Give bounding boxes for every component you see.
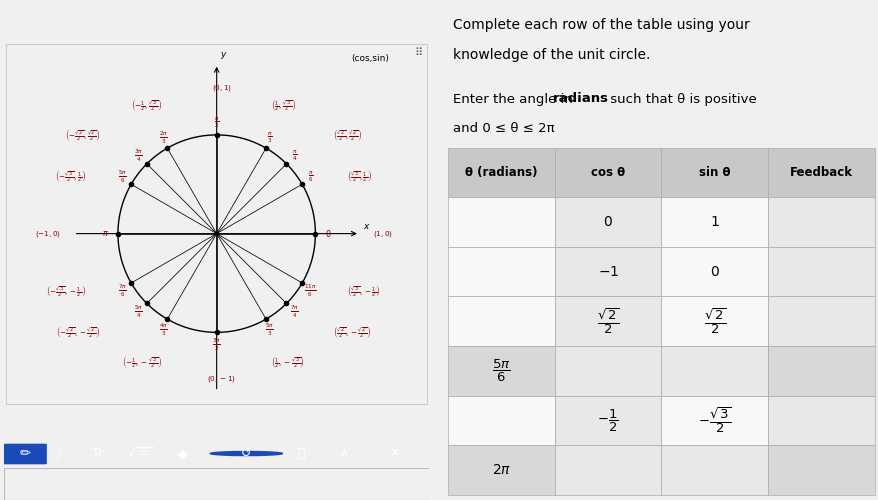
Bar [661,247,767,296]
Text: $\frac{3\pi}{4}$: $\frac{3\pi}{4}$ [134,148,143,164]
Text: $\pi$: $\pi$ [102,229,109,238]
Text: $(-1,0)$: $(-1,0)$ [34,228,61,238]
Text: $\left(\frac{\sqrt{2}}{2},-\frac{\sqrt{2}}{2}\right)$: $\left(\frac{\sqrt{2}}{2},-\frac{\sqrt{2… [333,324,371,340]
Text: $\sqrt{=}$: $\sqrt{=}$ [126,446,154,460]
Text: $\left(-\frac{\sqrt{2}}{2},\frac{\sqrt{2}}{2}\right)$: $\left(-\frac{\sqrt{2}}{2},\frac{\sqrt{2… [64,127,100,143]
Text: $\left(\frac{1}{2},-\frac{\sqrt{3}}{2}\right)$: $\left(\frac{1}{2},-\frac{\sqrt{3}}{2}\r… [270,354,305,370]
Text: sin θ: sin θ [698,166,730,179]
Text: such that θ is positive: such that θ is positive [605,92,756,106]
Text: $\frac{\pi}{3}$: $\frac{\pi}{3}$ [267,130,272,146]
Circle shape [210,452,282,456]
Text: $-1$: $-1$ [597,264,618,278]
Text: $\left(-\frac{\sqrt{3}}{2},\frac{1}{2}\right)$: $\left(-\frac{\sqrt{3}}{2},\frac{1}{2}\r… [55,168,86,184]
Text: $\left(\frac{\sqrt{3}}{2},\frac{1}{2}\right)$: $\left(\frac{\sqrt{3}}{2},\frac{1}{2}\ri… [347,168,371,184]
Bar [767,446,874,495]
Bar [448,148,554,197]
Text: $-\dfrac{1}{2}$: $-\dfrac{1}{2}$ [597,408,618,434]
Bar [448,197,554,247]
Text: $(1,0)$: $(1,0)$ [372,228,392,238]
Bar [448,446,554,495]
Text: $\left(\frac{\sqrt{2}}{2},\frac{\sqrt{2}}{2}\right)$: $\left(\frac{\sqrt{2}}{2},\frac{\sqrt{2}… [333,127,363,143]
Text: $\dfrac{\sqrt{2}}{2}$: $\dfrac{\sqrt{2}}{2}$ [703,306,725,336]
Text: $1$: $1$ [709,215,719,229]
Text: $\dfrac{\sqrt{2}}{2}$: $\dfrac{\sqrt{2}}{2}$ [596,306,619,336]
Bar [661,296,767,346]
Text: $\frac{\pi}{4}$: $\frac{\pi}{4}$ [291,148,297,163]
Text: $0$: $0$ [709,264,719,278]
Text: $\left(-\frac{\sqrt{3}}{2},-\frac{1}{2}\right)$: $\left(-\frac{\sqrt{3}}{2},-\frac{1}{2}\… [47,283,86,299]
Text: ✕: ✕ [389,447,399,460]
Text: cos θ: cos θ [591,166,624,179]
Text: $-\dfrac{\sqrt{3}}{2}$: $-\dfrac{\sqrt{3}}{2}$ [697,406,730,436]
Text: $\frac{11\pi}{6}$: $\frac{11\pi}{6}$ [304,282,316,299]
Text: radians: radians [552,92,608,106]
Bar [554,346,661,396]
Text: $\left(-\frac{\sqrt{2}}{2},-\frac{\sqrt{2}}{2}\right)$: $\left(-\frac{\sqrt{2}}{2},-\frac{\sqrt{… [55,324,100,340]
Bar [661,346,767,396]
Text: $(0,-1)$: $(0,-1)$ [207,374,236,384]
Text: Complete each row of the table using your: Complete each row of the table using you… [452,18,749,32]
Bar [554,197,661,247]
Text: $0$: $0$ [325,228,331,239]
Text: /: / [57,447,61,460]
Bar [661,396,767,446]
Text: Enter the angle in: Enter the angle in [452,92,576,106]
Bar [554,247,661,296]
Text: and 0 ≤ θ ≤ 2π: and 0 ≤ θ ≤ 2π [452,122,554,136]
Bar [554,148,661,197]
Bar [554,446,661,495]
Text: Tr: Tr [92,447,104,460]
Text: $\frac{\pi}{6}$: $\frac{\pi}{6}$ [307,169,313,184]
Text: $\frac{7\pi}{4}$: $\frac{7\pi}{4}$ [290,304,299,320]
Text: $\frac{5\pi}{6}$: $\frac{5\pi}{6}$ [119,168,127,184]
Text: ⠿: ⠿ [414,48,421,58]
Text: $\dfrac{5\pi}{6}$: $\dfrac{5\pi}{6}$ [492,358,510,384]
Bar [767,247,874,296]
Text: θ (radians): θ (radians) [465,166,537,179]
Text: $\left(-\frac{1}{2},\frac{\sqrt{3}}{2}\right)$: $\left(-\frac{1}{2},\frac{\sqrt{3}}{2}\r… [131,97,162,113]
Text: ↺: ↺ [241,447,251,460]
Text: ⌒: ⌒ [298,447,305,460]
Text: $\left(\frac{1}{2},\frac{\sqrt{3}}{2}\right)$: $\left(\frac{1}{2},\frac{\sqrt{3}}{2}\ri… [270,97,296,113]
Text: $\frac{4\pi}{3}$: $\frac{4\pi}{3}$ [159,321,168,338]
Bar [448,346,554,396]
Text: ✏: ✏ [19,447,31,460]
Text: $\left(-\frac{1}{2},-\frac{\sqrt{3}}{2}\right)$: $\left(-\frac{1}{2},-\frac{\sqrt{3}}{2}\… [122,354,162,370]
Bar [661,197,767,247]
Bar [767,396,874,446]
Bar [767,148,874,197]
Bar [448,396,554,446]
Text: (cos,sin): (cos,sin) [350,54,388,63]
Text: $2\pi$: $2\pi$ [492,463,511,477]
Text: $x$: $x$ [363,222,370,230]
Text: $0$: $0$ [602,215,613,229]
Text: $y$: $y$ [220,50,227,61]
Bar [554,296,661,346]
Text: $\frac{5\pi}{4}$: $\frac{5\pi}{4}$ [134,304,143,320]
Text: $\left(\frac{\sqrt{3}}{2},-\frac{1}{2}\right)$: $\left(\frac{\sqrt{3}}{2},-\frac{1}{2}\r… [347,283,380,299]
Text: $\frac{7\pi}{6}$: $\frac{7\pi}{6}$ [119,282,127,299]
FancyBboxPatch shape [3,444,47,464]
Text: Feedback: Feedback [789,166,852,179]
Bar [448,247,554,296]
Bar [661,446,767,495]
Bar [448,296,554,346]
Text: $\frac{5\pi}{3}$: $\frac{5\pi}{3}$ [265,321,274,338]
Bar [554,396,661,446]
Text: $\frac{\pi}{2}$: $\frac{\pi}{2}$ [213,114,220,130]
Text: ∧: ∧ [339,447,349,460]
Bar [661,148,767,197]
Text: $\frac{3\pi}{2}$: $\frac{3\pi}{2}$ [212,337,221,353]
Text: $\frac{2\pi}{3}$: $\frac{2\pi}{3}$ [159,130,168,146]
Text: knowledge of the unit circle.: knowledge of the unit circle. [452,48,650,62]
Bar [767,296,874,346]
Text: $(0,1)$: $(0,1)$ [212,84,231,94]
Text: ◆: ◆ [177,447,187,460]
Bar [767,197,874,247]
Bar [767,346,874,396]
